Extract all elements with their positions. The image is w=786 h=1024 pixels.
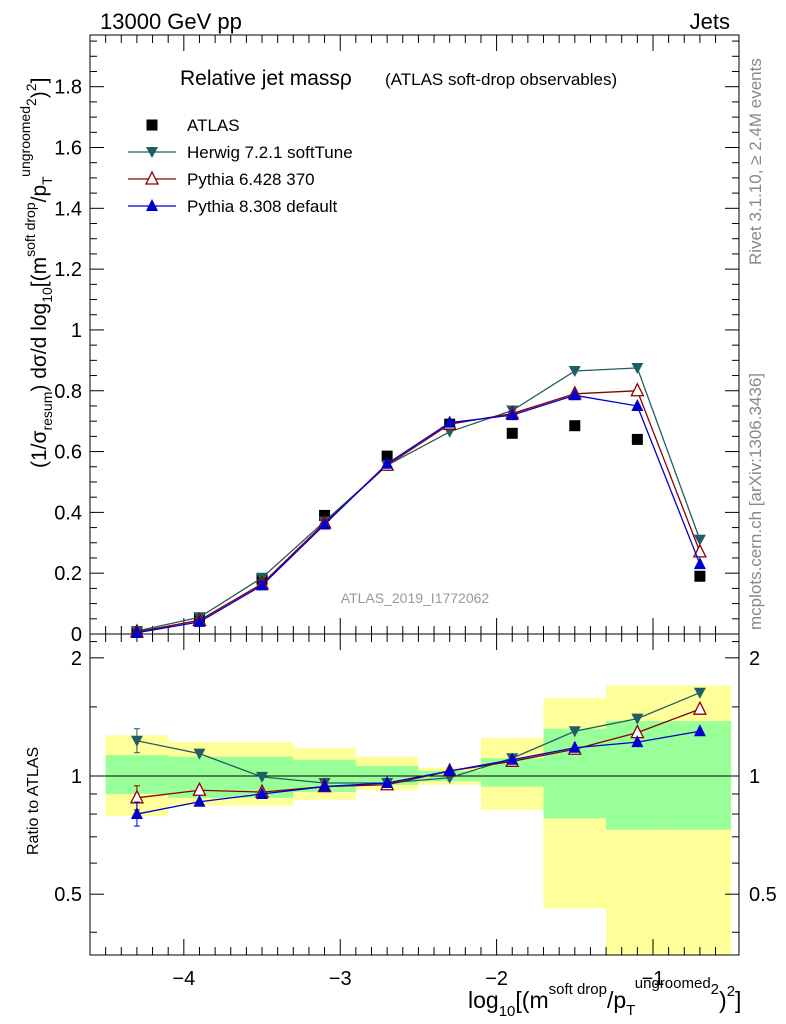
chart-title: Relative jet massρ xyxy=(180,67,352,90)
ratio-series-line-0 xyxy=(136,692,701,784)
ratio-point-s2-5 xyxy=(443,763,456,776)
ratio-point-s2-8 xyxy=(631,735,644,748)
analysis-watermark: ATLAS_2019_I1772062 xyxy=(341,590,490,606)
ratio-y-tick-label-right: 1 xyxy=(749,766,760,788)
main-point-s1-9 xyxy=(693,534,706,546)
ratio-point-s0-2 xyxy=(256,771,269,783)
legend-label-0: ATLAS xyxy=(187,116,240,135)
ratio-point-s2-6 xyxy=(506,752,519,765)
header-right: Jets xyxy=(690,9,730,34)
main-y-tick-label: 1 xyxy=(71,320,82,342)
ratio-point-s2-9 xyxy=(693,724,706,737)
ratio-point-s2-1 xyxy=(193,794,206,807)
main-y-tick-label: 1.8 xyxy=(54,77,82,99)
header-left: 13000 GeV pp xyxy=(100,9,242,34)
ratio-point-s2-0 xyxy=(130,807,143,820)
ratio-y-tick-label: 2 xyxy=(71,648,82,670)
ratio-point-s0-9 xyxy=(693,687,706,699)
legend-label-1: Herwig 7.2.1 softTune xyxy=(187,143,353,162)
main-point-s0-7 xyxy=(569,420,581,432)
band-inner-bin-9 xyxy=(668,721,732,830)
main-y-tick-label: 0 xyxy=(71,624,82,646)
main-series-line-3 xyxy=(136,394,701,634)
legend-label-3: Pythia 8.308 default xyxy=(187,197,338,216)
main-y-tick-label: 1.2 xyxy=(54,259,82,281)
main-y-tick-label: 1.6 xyxy=(54,138,82,160)
main-y-tick-label: 1.4 xyxy=(54,198,82,220)
ratio-y-axis-label: Ratio to ATLAS xyxy=(25,747,42,855)
legend-marker-3 xyxy=(146,199,158,211)
x-axis-label: log10[(msoft drop/pTungroomed2)2] xyxy=(468,975,741,1020)
main-y-tick-label: 0.2 xyxy=(54,563,82,585)
main-series-line-1 xyxy=(136,367,701,632)
ratio-y-tick-label-right: 0.5 xyxy=(749,884,777,906)
chart-subtitle: (ATLAS soft-drop observables) xyxy=(385,70,617,89)
x-tick-label: −1 xyxy=(642,968,665,990)
main-point-s0-4 xyxy=(381,450,393,462)
ratio-point-s2-3 xyxy=(318,779,331,792)
ratio-point-s1-9 xyxy=(692,700,707,715)
svg-text:log10[(msoft drop/pTungroomed2: log10[(msoft drop/pTungroomed2)2] xyxy=(468,975,741,1020)
x-tick-label: −3 xyxy=(329,968,352,990)
ratio-point-s2-2 xyxy=(256,786,269,799)
main-series-group xyxy=(129,362,707,638)
ratio-y-tick-label: 1 xyxy=(71,766,82,788)
main-y-tick-label: 0.6 xyxy=(54,442,82,464)
legend-marker-1 xyxy=(146,147,158,158)
ratio-series-line-2 xyxy=(136,730,701,815)
main-point-s0-8 xyxy=(631,433,643,445)
legend-marker-2 xyxy=(144,170,160,185)
main-point-s3-4 xyxy=(381,456,394,469)
main-point-s3-8 xyxy=(631,398,644,411)
svg-text:(1/σresum) dσ/d log10[(msoft d: (1/σresum) dσ/d log10[(msoft drop/pTungr… xyxy=(17,78,55,468)
axes-group: 0 0.2 0.4 0.6 0.8 1 1.2 1.4 1.6 1.8 −4 −3 −2 −1 0.5 0.5… xyxy=(54,35,777,990)
ratio-point-s2-7 xyxy=(568,740,581,753)
main-series-line-2 xyxy=(136,390,701,633)
main-y-tick-label: 0.4 xyxy=(54,502,82,524)
ratio-panel-frame xyxy=(89,633,740,956)
ratio-y-tick-label-right: 2 xyxy=(749,648,760,670)
ratio-y-tick-label: 0.5 xyxy=(54,884,82,906)
rivet-version-label: Rivet 3.1.10, ≥ 2.4M events xyxy=(746,58,765,265)
main-point-s3-0 xyxy=(130,625,143,638)
main-point-s1-7 xyxy=(568,365,581,377)
x-tick-label: −2 xyxy=(485,968,508,990)
main-point-s3-2 xyxy=(256,578,269,591)
ratio-point-s2-4 xyxy=(381,775,394,788)
ratio-point-s0-0 xyxy=(130,735,143,747)
main-point-s0-9 xyxy=(694,570,706,582)
legend-label-2: Pythia 6.428 370 xyxy=(187,170,315,189)
main-point-s3-7 xyxy=(568,388,581,401)
main-point-s3-1 xyxy=(193,614,206,627)
ratio-series-line-1 xyxy=(136,708,701,799)
ratio-series-group xyxy=(129,687,707,827)
main-point-s3-9 xyxy=(693,557,706,570)
main-point-s3-3 xyxy=(318,517,331,530)
main-y-tick-label: 0.8 xyxy=(54,381,82,403)
main-point-s3-5 xyxy=(443,415,456,428)
x-tick-label: −4 xyxy=(172,968,195,990)
main-point-s2-8 xyxy=(630,382,645,397)
main-point-s3-6 xyxy=(506,408,519,421)
main-point-s1-8 xyxy=(631,362,644,374)
main-point-s2-9 xyxy=(692,543,707,558)
main-point-s0-6 xyxy=(506,427,518,439)
mcplots-label: mcplots.cern.ch [arXiv:1306.3436] xyxy=(746,373,765,630)
main-y-axis-label: (1/σresum) dσ/d log10[(msoft drop/pTungr… xyxy=(17,78,55,468)
ratio-point-s0-7 xyxy=(568,726,581,738)
legend-marker-0 xyxy=(146,119,158,131)
ratio-point-s0-1 xyxy=(193,748,206,760)
legend: ATLAS Herwig 7.2.1 softTune Pythia 6.428 3… xyxy=(128,116,353,216)
ratio-point-s0-8 xyxy=(631,713,644,725)
